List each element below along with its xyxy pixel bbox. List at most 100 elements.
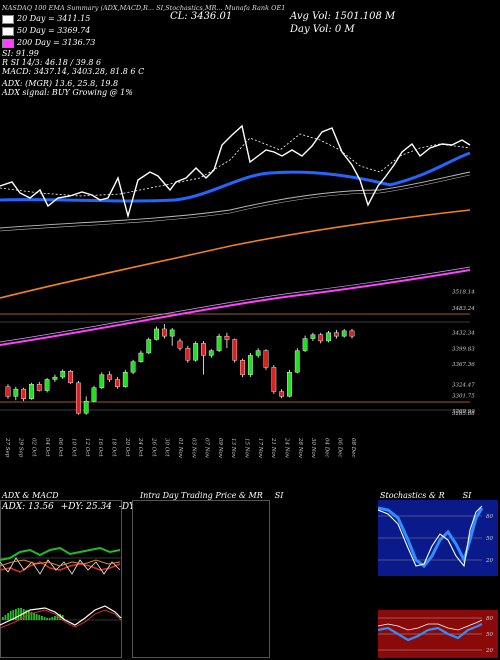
adx-line-2: ADX signal: BUY Growing @ 1% [2,88,133,97]
legend-20-day: 20 Day = 3411.15 [2,14,90,24]
candle-body [255,350,261,356]
stoch-tick-20: 20 [485,558,493,564]
legend-20-day-label: 20 Day = 3411.15 [17,14,91,23]
x-tick-label: 17 Nov [257,438,263,459]
candle-body [279,391,285,397]
ma-30-line [0,171,471,229]
candles-group [5,324,355,415]
macd-bar [41,616,43,620]
stoch-tick-80: 80 [486,514,493,520]
x-tick-label: 24 Nov [283,437,289,459]
candle-body [29,384,34,399]
macd-bar [20,608,22,620]
legend-50-day-swatch [2,26,14,36]
macd-bar [4,615,7,620]
candle-body [75,382,81,414]
x-tick-label: 04 Oct [44,438,50,457]
avg-volume: Avg Vol: 1501.108 M [290,11,396,22]
header-top-line: NASDAQ 100 EMA Summary (ADX,MACD,R... SI… [2,4,286,12]
ma-30-line-b [0,174,471,232]
x-tick-label: 27 Sep [4,437,10,458]
adx-value: ADX: 13.56 [2,502,54,512]
candle-body [115,379,120,387]
day-volume: Day Vol: 0 M [290,24,355,35]
macd-bar [59,614,61,620]
y-tick-label: 3483.24 [452,306,475,312]
x-tick-label: 20 Oct [124,437,130,457]
x-tick-label: 30 Nov [310,438,316,459]
x-axis-labels: 27 Sep 29 Sep 02 Oct 04 Oct 06 Oct 10 Oct 12 O… [4,437,356,459]
ma-200-line [0,269,471,346]
adx-green-line [0,546,121,561]
candle-body [161,328,167,337]
candle-body [333,332,339,337]
x-tick-label: 29 Sep [17,437,23,458]
macd-bar [56,615,59,620]
macd-bar [22,609,25,620]
price-dotted-line [0,133,471,197]
legend-200-day-label: 200 Day = 3136.73 [17,38,96,47]
x-tick-label: 07 Nov [204,438,210,459]
candle-body [294,350,300,373]
x-tick-label: 06 Dec [337,438,343,458]
rsi-value: SI: 91.99 [2,49,39,58]
candle-body [83,400,89,414]
x-tick-label: 26 Oct [150,437,156,457]
macd-white-line [0,605,122,626]
ma-100-line [0,209,471,299]
panel-adx-macd [0,500,122,658]
candle-body [122,372,128,387]
candle-body [36,384,42,391]
macd-bar [48,618,51,620]
candle-body [240,360,245,375]
y-tick-label: 3399.83 [452,346,475,352]
macd-bar [15,609,17,620]
y-tick-label: 3518.14 [452,289,475,295]
macd-bar [54,616,56,620]
candle-body [193,343,199,361]
x-tick-label: 13 Nov [230,438,236,459]
y-tick-label: 3367.36 [452,362,475,368]
candle-body [52,376,58,380]
candle-body [146,339,152,354]
candle-body [208,350,214,356]
x-tick-label: 01 Nov [177,438,183,459]
panel-stochastics: 80 50 20 80 50 20 [378,500,498,658]
stoch-tick-50: 50 [486,536,493,542]
macd-line: MACD: 3437.14, 3403.28, 81.8 6 C [2,67,145,76]
macd-bar [51,617,54,620]
main-chart: 3518.14 3483.24 3432.34 3399.83 3367.36 3324.… [0,124,475,459]
macd-bar [17,608,20,620]
x-tick-label: 08 Dec [350,438,356,458]
candle-body [154,328,159,340]
legend-200-day-swatch [2,38,14,48]
stoch-blue-line [378,506,484,569]
x-tick-label: 15 Nov [244,438,250,459]
x-tick-label: 12 Oct [84,438,90,457]
candle-body [232,339,238,361]
x-tick-label: 21 Nov [270,437,276,459]
x-tick-label: 30 Oct [164,438,170,457]
y-tick-label: 3324.47 [452,383,475,389]
candle-body [318,334,324,342]
y-tick-label: 3265.88 [452,411,475,417]
close-price: CL: 3436.01 [170,11,233,22]
candle-body [138,352,144,362]
candle-body [130,361,136,373]
candle-body [341,330,347,337]
panel-intraday [132,500,270,658]
price-line [0,124,471,219]
legend-20-day-swatch [2,14,14,24]
adx-orange-line [0,559,121,567]
y-tick-label: 3432.34 [452,331,475,337]
candle-body [216,335,222,351]
candle-body [271,367,277,392]
candle-body [68,371,73,384]
candle-body [224,335,230,340]
rsi-tick-50: 50 [486,632,493,638]
candle-body [349,330,355,337]
rsi-blue-line [378,623,483,642]
panel-stoch-title: Stochastics & R SI [380,491,471,500]
panel-stoch-label: Stochastics & R [380,491,445,500]
macd-bar [7,613,9,620]
